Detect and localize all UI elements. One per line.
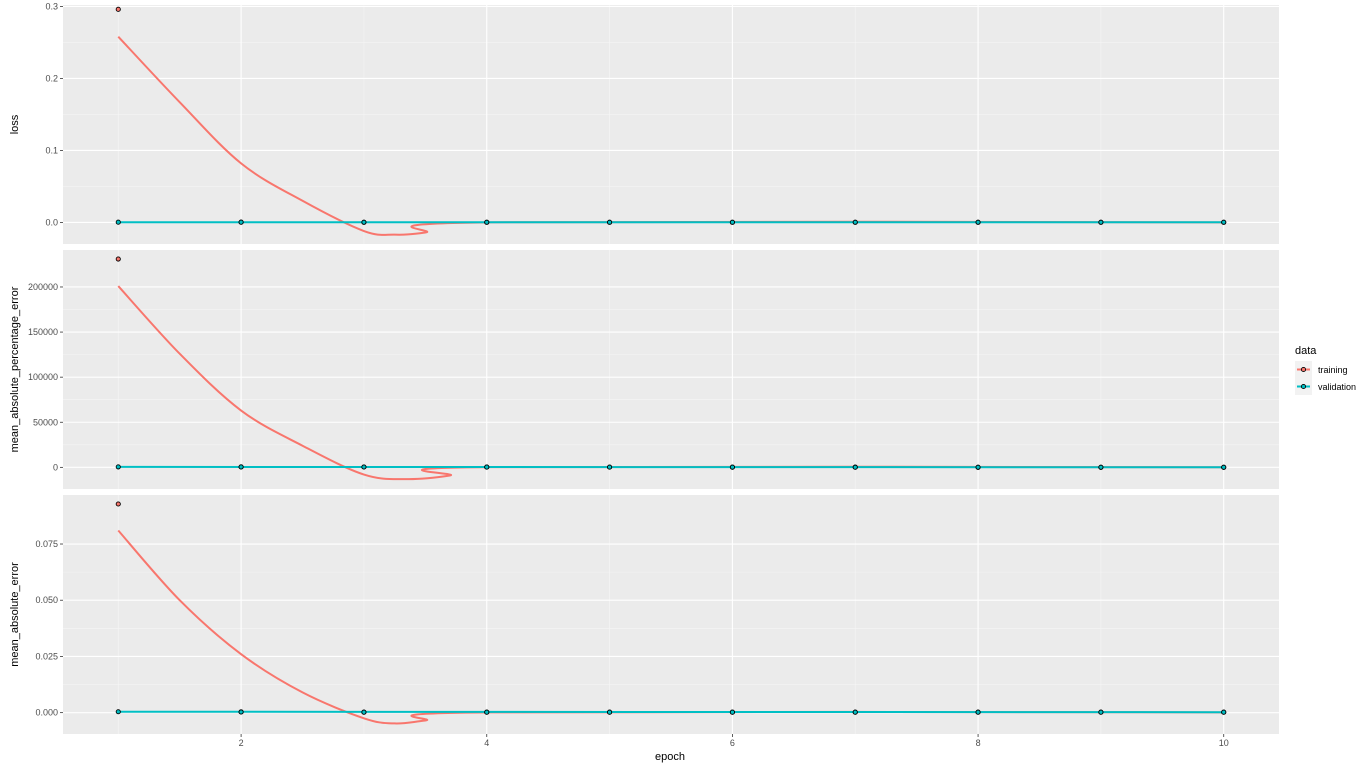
point-validation [729,709,735,715]
point-training [115,256,121,262]
point-validation [975,464,981,470]
point-validation [607,709,613,715]
legend-title: data [1295,345,1317,357]
y-tick-label: 0.000 [35,708,58,718]
point-validation [238,219,244,225]
panel-2: 0 50000 100000 150000 200000 mean_absolute_pe… [9,250,1279,489]
point-validation [607,464,613,470]
legend-label-validation: validation [1318,382,1356,392]
y-axis-title: mean_absolute_percentage_error [9,286,21,452]
y-tick-label: 0.050 [35,595,58,605]
point-validation [361,709,367,715]
point-validation [1098,464,1104,470]
point-validation [1221,709,1227,715]
point-validation [852,709,858,715]
point-validation [115,464,121,470]
panel-3: 0.000 0.025 0.050 0.075 mean_absolute_error [9,495,1279,734]
y-tick-label: 0.0 [45,217,58,227]
y-tick-label: 150000 [28,327,58,337]
y-tick-label: 0.2 [45,73,58,83]
panel-1: 0.0 0.1 0.2 0.3 loss [9,1,1279,244]
y-tick-label: 200000 [28,282,58,292]
point-validation [238,464,244,470]
x-tick-label: 10 [1219,738,1229,748]
panel-background [63,250,1279,489]
panel-background [63,495,1279,734]
y-tick-label: 0.1 [45,145,58,155]
y-axis-title: mean_absolute_error [9,562,21,667]
point-validation [115,219,121,225]
legend: data training validation [1295,345,1356,395]
facet-panels: 0.0 0.1 0.2 0.3 loss 0 50000 100000 150000 200000… [9,1,1279,734]
point-validation [1098,219,1104,225]
legend-label-training: training [1318,365,1348,375]
legend-key-point [1300,383,1307,390]
point-validation [729,464,735,470]
panel-background [63,5,1279,244]
point-validation [1221,219,1227,225]
point-validation [238,709,244,715]
point-validation [361,219,367,225]
point-training [115,501,121,507]
y-tick-label: 0.075 [35,539,58,549]
point-validation [975,219,981,225]
point-validation [484,709,490,715]
y-tick-label: 0.025 [35,651,58,661]
point-validation [975,709,981,715]
legend-key-point [1300,366,1307,373]
point-validation [361,464,367,470]
y-tick-label: 50000 [33,417,58,427]
x-tick-label: 4 [484,738,489,748]
x-tick-label: 8 [976,738,981,748]
x-tick-label: 2 [239,738,244,748]
point-validation [729,219,735,225]
x-tick-label: 6 [730,738,735,748]
y-tick-label: 0 [53,462,58,472]
x-axis-title: epoch [655,751,685,763]
point-validation [607,219,613,225]
point-validation [115,709,121,715]
point-validation [852,464,858,470]
y-tick-label: 0.3 [45,1,58,11]
point-training [115,6,121,12]
point-validation [1221,464,1227,470]
y-axis-title: loss [9,114,21,134]
point-validation [484,219,490,225]
point-validation [1098,709,1104,715]
x-axis: 2 4 6 8 10 [239,734,1229,748]
y-tick-label: 100000 [28,372,58,382]
point-validation [484,464,490,470]
point-validation [852,219,858,225]
